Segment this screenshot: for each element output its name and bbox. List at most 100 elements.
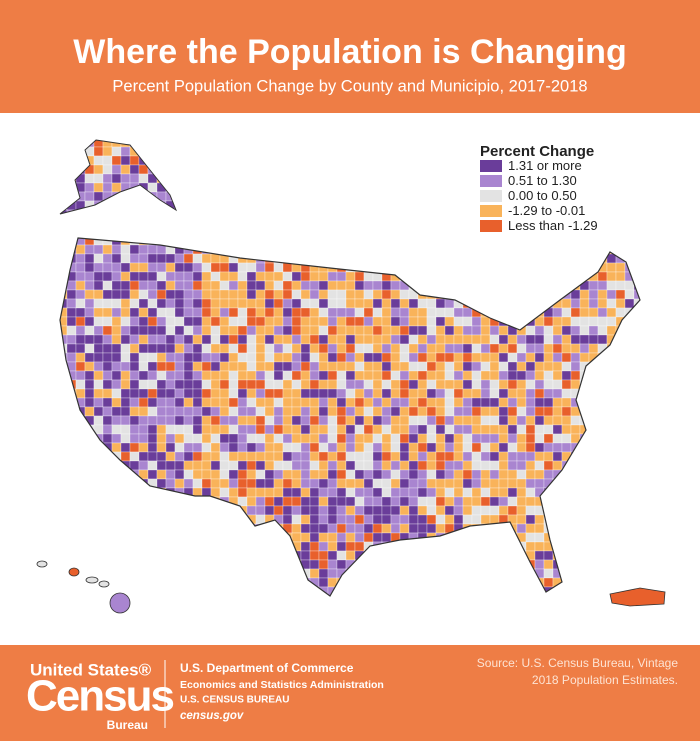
county-cell xyxy=(624,352,635,363)
county-cell xyxy=(588,532,599,543)
county-cell xyxy=(120,164,131,175)
county-cell xyxy=(624,550,635,561)
county-cell xyxy=(201,298,212,309)
county-cell xyxy=(453,586,464,596)
county-cell xyxy=(624,334,635,345)
county-cell xyxy=(372,361,383,372)
county-cell xyxy=(354,406,365,417)
county-cell xyxy=(570,496,581,507)
county-cell xyxy=(336,271,347,282)
county-cell xyxy=(219,361,230,372)
county-cell xyxy=(282,289,293,300)
county-cell xyxy=(372,325,383,336)
county-cell xyxy=(174,146,176,157)
county-cell xyxy=(489,496,500,507)
county-cell xyxy=(165,280,176,291)
county-cell xyxy=(156,541,167,552)
county-cell xyxy=(174,238,185,246)
county-cell xyxy=(408,505,419,516)
county-cell xyxy=(597,559,608,570)
county-cell xyxy=(84,487,95,498)
county-cell xyxy=(102,514,113,525)
county-cell xyxy=(552,397,563,408)
county-cell xyxy=(111,307,122,318)
county-cell xyxy=(228,397,239,408)
county-cell xyxy=(111,568,122,579)
county-cell xyxy=(111,253,122,264)
puerto-rico xyxy=(609,587,666,607)
county-cell xyxy=(255,316,266,327)
county-cell xyxy=(516,244,527,255)
county-cell xyxy=(210,325,221,336)
county-cell xyxy=(336,523,347,534)
county-cell xyxy=(480,397,491,408)
county-cell xyxy=(165,595,176,596)
county-cell xyxy=(84,379,95,390)
county-cell xyxy=(372,478,383,489)
county-cell xyxy=(552,523,563,534)
county-cell xyxy=(435,469,446,480)
county-cell xyxy=(84,280,95,291)
county-cell xyxy=(201,316,212,327)
county-cell xyxy=(435,550,446,561)
us-outline xyxy=(59,237,641,597)
county-cell xyxy=(246,460,257,471)
county-cell xyxy=(435,325,446,336)
county-cell xyxy=(264,244,275,255)
county-cell xyxy=(471,433,482,444)
county-cell xyxy=(498,298,509,309)
county-cell xyxy=(237,388,248,399)
county-cell xyxy=(174,164,176,175)
county-cell xyxy=(201,280,212,291)
county-cell xyxy=(462,424,473,435)
county-cell xyxy=(264,577,275,588)
county-cell xyxy=(417,550,428,561)
county-cell xyxy=(210,460,221,471)
county-cell xyxy=(60,262,68,273)
county-cell xyxy=(300,469,311,480)
county-cell xyxy=(570,397,581,408)
county-cell xyxy=(633,532,640,543)
county-cell xyxy=(84,164,95,175)
county-cell xyxy=(489,577,500,588)
county-cell xyxy=(444,298,455,309)
county-cell xyxy=(291,514,302,525)
county-cell xyxy=(390,496,401,507)
county-cell xyxy=(246,505,257,516)
county-cell xyxy=(498,334,509,345)
county-cell xyxy=(102,532,113,543)
county-cell xyxy=(354,586,365,596)
county-cell xyxy=(588,397,599,408)
county-cell xyxy=(561,262,572,273)
county-cell xyxy=(93,280,104,291)
county-cell xyxy=(480,532,491,543)
county-cell xyxy=(264,505,275,516)
county-cell xyxy=(255,442,266,453)
county-cell xyxy=(309,316,320,327)
county-cell xyxy=(543,289,554,300)
county-cell xyxy=(633,442,640,453)
county-cell xyxy=(111,469,122,480)
county-cell xyxy=(309,559,320,570)
county-cell xyxy=(633,478,640,489)
county-cell xyxy=(120,406,131,417)
county-cell xyxy=(318,496,329,507)
county-cell xyxy=(60,361,68,372)
county-cell xyxy=(300,424,311,435)
county-cell xyxy=(471,514,482,525)
county-cell xyxy=(363,406,374,417)
county-cell xyxy=(255,568,266,579)
county-cell xyxy=(147,209,158,214)
county-cell xyxy=(507,586,518,596)
county-cell xyxy=(390,379,401,390)
website[interactable]: census.gov xyxy=(180,710,244,722)
county-cell xyxy=(228,325,239,336)
county-cell xyxy=(282,442,293,453)
county-cell xyxy=(156,316,167,327)
county-cell xyxy=(192,343,203,354)
county-cell xyxy=(597,487,608,498)
county-cell xyxy=(228,343,239,354)
county-cell xyxy=(354,343,365,354)
county-cell xyxy=(300,397,311,408)
county-cell xyxy=(579,307,590,318)
